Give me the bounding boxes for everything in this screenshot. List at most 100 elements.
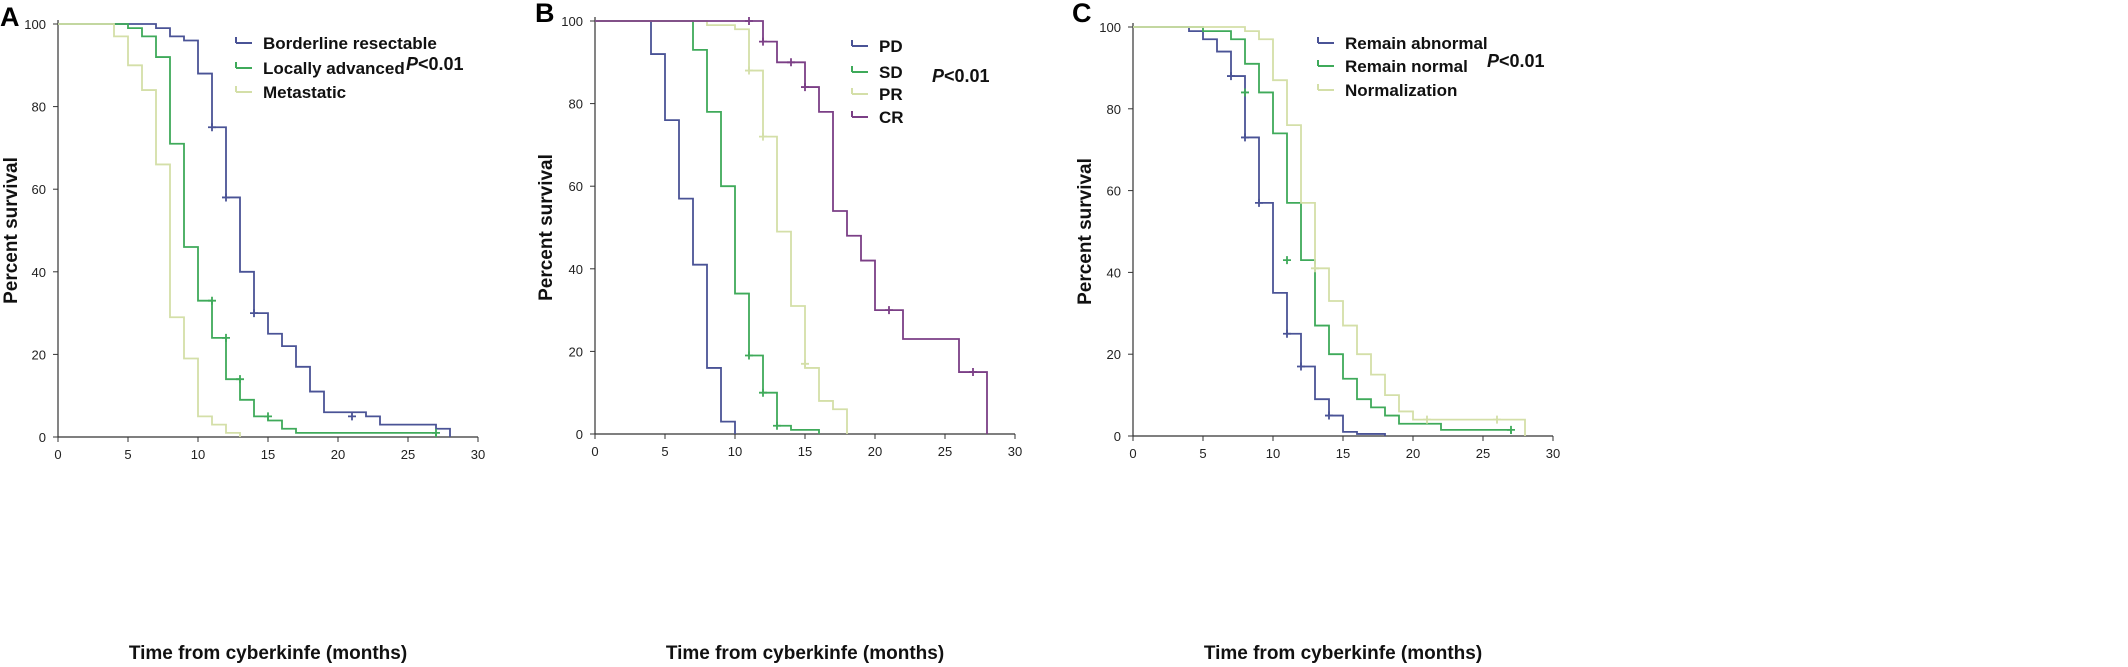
x-axis-title: Time from cyberkinfe (months) [666, 643, 944, 664]
panel-letter: C [1072, 0, 1092, 28]
censor-mark-cr [745, 17, 753, 25]
survival-curve-metastatic [58, 23, 241, 437]
censor-mark-remain-abnormal [1325, 411, 1333, 420]
censor-mark-pr [801, 359, 809, 368]
legend-label-sd: SD [879, 63, 903, 82]
legend-label-remain-abnormal: Remain abnormal [1345, 34, 1488, 53]
chart-panel-a: A 0 5 10 15 20 25 30 0 20 40 60 80 100 Time from cyber… [0, 2, 485, 664]
survival-curve-pd [595, 20, 736, 434]
p-value-italic: P [932, 66, 945, 86]
panel-letter: A [0, 2, 20, 32]
y-tick-label: 60 [1107, 184, 1121, 199]
censor-mark-remain-abnormal [1241, 133, 1249, 142]
censor-mark-borderline-resectable [208, 123, 216, 132]
legend-label-pd: PD [879, 37, 903, 56]
x-tick-label: 0 [1129, 446, 1136, 461]
legend-label-cr: CR [879, 108, 904, 127]
censor-mark-sd [759, 388, 767, 397]
censor-mark-cr [801, 83, 809, 92]
censor-mark-sd [745, 351, 753, 360]
x-tick-label: 10 [728, 444, 742, 459]
y-tick-label: 20 [32, 347, 46, 362]
y-tick-label: 40 [569, 262, 583, 277]
y-tick-label: 40 [1107, 265, 1121, 280]
x-tick-label: 30 [1546, 446, 1560, 461]
y-tick-label: 40 [32, 265, 46, 280]
survival-curve-pr [595, 20, 848, 434]
survival-curve-sd [595, 20, 820, 434]
y-axis-title: Percent survival [1075, 158, 1096, 305]
survival-curve-borderline-resectable [58, 23, 451, 437]
x-tick-label: 25 [938, 444, 952, 459]
censor-mark-borderline-resectable [222, 193, 230, 202]
y-tick-label: 0 [576, 427, 583, 442]
y-tick-label: 60 [569, 179, 583, 194]
survival-curve-remain-abnormal [1133, 26, 1386, 436]
p-value-italic: P [1487, 51, 1500, 71]
y-tick-label: 80 [32, 100, 46, 115]
survival-curve-remain-normal [1133, 26, 1512, 434]
legend-label-metastatic: Metastatic [263, 83, 346, 102]
y-tick-label: 100 [1099, 20, 1121, 35]
x-tick-label: 5 [661, 444, 668, 459]
p-value-rest: <0.01 [944, 66, 990, 86]
y-tick-label: 0 [1114, 429, 1121, 444]
censor-mark-borderline-resectable [348, 412, 356, 421]
chart-panel-c: C 0 5 10 15 20 25 30 0 20 40 60 80 100 Time from cyber… [1072, 0, 1560, 664]
censor-mark-borderline-resectable [250, 309, 258, 318]
legend-label-locally-advanced: Locally advanced [263, 59, 405, 78]
censor-mark-remain-abnormal [1227, 72, 1235, 81]
censor-mark-normalization [1493, 415, 1501, 424]
x-tick-label: 15 [1336, 446, 1350, 461]
x-tick-label: 25 [1476, 446, 1490, 461]
p-value-annotation: P<0.01 [406, 54, 464, 74]
legend-label-pr: PR [879, 85, 903, 104]
y-axis-title: Percent survival [536, 154, 557, 301]
p-value-rest: <0.01 [418, 54, 464, 74]
x-tick-label: 10 [191, 447, 205, 462]
p-value-annotation: P<0.01 [1487, 51, 1545, 71]
panel-letter: B [535, 0, 555, 28]
censor-mark-locally-advanced [264, 412, 272, 421]
x-tick-label: 5 [1199, 446, 1206, 461]
y-axis-title: Percent survival [1, 157, 22, 304]
y-tick-label: 20 [569, 344, 583, 359]
p-value-annotation: P<0.01 [932, 66, 990, 86]
censor-mark-remain-normal [1241, 88, 1249, 97]
x-tick-label: 20 [331, 447, 345, 462]
x-tick-label: 15 [261, 447, 275, 462]
y-tick-label: 80 [569, 97, 583, 112]
y-tick-label: 100 [561, 14, 583, 29]
legend-label-borderline-resectable: Borderline resectable [263, 34, 437, 53]
censor-mark-remain-abnormal [1297, 362, 1305, 371]
survival-curve-locally-advanced [58, 23, 437, 437]
censor-mark-pr [745, 66, 753, 75]
x-tick-label: 20 [1406, 446, 1420, 461]
p-value-rest: <0.01 [1499, 51, 1545, 71]
x-tick-label: 15 [798, 444, 812, 459]
censor-mark-locally-advanced [236, 375, 244, 384]
y-tick-label: 20 [1107, 347, 1121, 362]
legend-label-remain-normal: Remain normal [1345, 57, 1468, 76]
censor-mark-cr [787, 58, 795, 67]
x-axis-title: Time from cyberkinfe (months) [129, 643, 407, 664]
x-tick-label: 0 [591, 444, 598, 459]
censor-mark-cr [759, 37, 767, 46]
censor-mark-remain-normal [1507, 425, 1515, 434]
survival-curve-cr [595, 20, 988, 434]
censor-mark-locally-advanced [222, 333, 230, 342]
censor-mark-remain-normal [1283, 256, 1291, 265]
y-tick-label: 0 [39, 430, 46, 445]
censor-mark-sd [773, 421, 781, 430]
censor-mark-cr [969, 368, 977, 377]
x-tick-label: 20 [868, 444, 882, 459]
survival-curve-normalization [1133, 26, 1526, 436]
censor-mark-cr [885, 306, 893, 315]
x-tick-label: 30 [471, 447, 485, 462]
censor-mark-normalization [1311, 264, 1319, 273]
y-tick-label: 60 [32, 182, 46, 197]
censor-mark-locally-advanced [432, 428, 440, 437]
censor-mark-remain-abnormal [1255, 198, 1263, 207]
x-tick-label: 10 [1266, 446, 1280, 461]
y-tick-label: 100 [24, 17, 46, 32]
